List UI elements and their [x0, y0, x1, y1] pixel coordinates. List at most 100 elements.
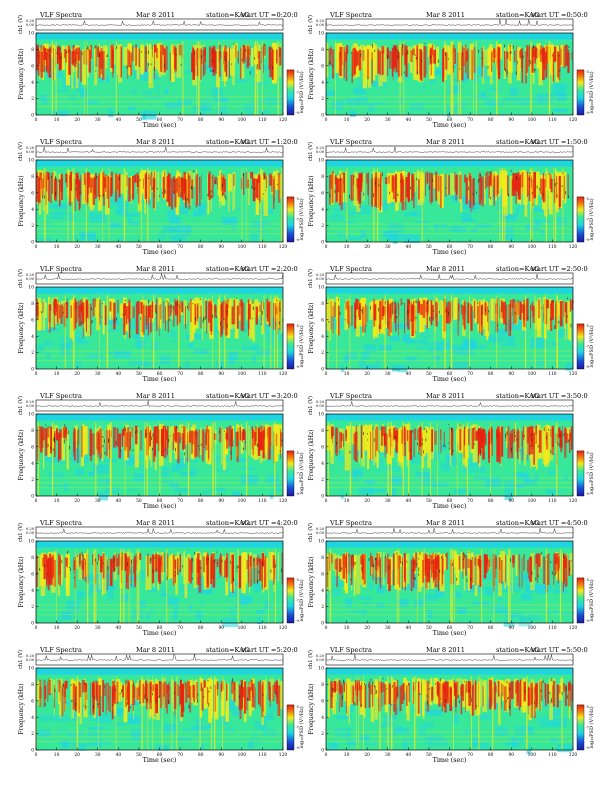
mid-power-streak	[270, 174, 275, 194]
x-tick-label: 40	[116, 499, 122, 504]
low-power-patch	[171, 464, 181, 473]
low-power-patch	[426, 709, 443, 716]
high-power-streak	[334, 559, 338, 570]
low-power-patch	[190, 466, 198, 474]
speckle	[245, 49, 246, 52]
high-power-streak	[48, 680, 51, 695]
speckle	[168, 438, 170, 443]
y-tick-label: 4	[321, 462, 324, 467]
high-power-streak	[252, 178, 256, 202]
low-power-patch	[440, 443, 447, 451]
speckle	[570, 324, 572, 328]
speckle	[103, 562, 104, 564]
low-power-patch	[502, 331, 506, 341]
speckle	[550, 678, 552, 682]
speckle	[150, 63, 152, 66]
high-power-streak	[462, 46, 464, 58]
colorbar	[286, 704, 295, 751]
high-power-streak	[147, 426, 149, 450]
high-power-streak	[36, 44, 39, 71]
high-power-streak	[51, 555, 54, 578]
high-power-streak	[528, 44, 530, 67]
trace-frame	[325, 18, 574, 31]
speckle	[41, 173, 42, 176]
speckle	[453, 66, 455, 68]
speckle	[397, 193, 399, 197]
high-power-streak	[446, 552, 449, 570]
speckle	[471, 697, 472, 700]
high-power-streak	[187, 680, 190, 698]
high-power-streak	[515, 303, 517, 324]
speckle	[410, 186, 411, 190]
high-power-streak	[261, 300, 262, 323]
speckle	[397, 693, 399, 696]
mid-power-streak	[450, 173, 455, 196]
high-power-streak	[155, 304, 157, 313]
speckle	[528, 177, 530, 181]
high-power-streak	[154, 48, 155, 79]
speckle	[414, 54, 416, 56]
high-power-streak	[521, 304, 524, 314]
low-power-patch	[484, 477, 501, 487]
high-power-streak	[526, 427, 530, 444]
speckle	[531, 571, 533, 575]
mid-power-streak	[67, 553, 70, 584]
speckle	[114, 318, 116, 323]
high-power-streak	[230, 554, 234, 584]
low-power-patch	[195, 610, 202, 620]
mid-power-streak	[199, 427, 203, 456]
x-tick-label: 110	[258, 118, 267, 123]
high-power-streak	[550, 303, 553, 331]
low-power-patch	[210, 327, 219, 335]
speckle	[388, 565, 390, 570]
high-power-streak	[208, 301, 211, 323]
speckle	[69, 566, 70, 569]
low-power-patch	[224, 220, 236, 224]
high-power-streak	[268, 687, 271, 701]
colorbar-label: log₁₀PSD (V²/Hz)	[588, 452, 595, 494]
low-power-patch	[559, 700, 567, 704]
high-power-streak	[437, 558, 440, 591]
high-power-streak	[505, 554, 506, 583]
low-power-patch	[525, 226, 540, 231]
x-tick-label: 30	[385, 372, 391, 377]
panel-title: VLF Spectra	[39, 519, 82, 527]
low-power-patch	[40, 94, 48, 104]
x-tick-label: 120	[279, 753, 288, 758]
high-power-streak	[134, 686, 136, 705]
low-power-patch	[63, 740, 78, 748]
trace-tick: 0.00	[316, 277, 325, 281]
high-power-streak	[343, 172, 345, 193]
high-power-streak	[263, 172, 266, 180]
high-power-streak	[177, 432, 180, 464]
high-power-streak	[190, 298, 192, 323]
speckle	[562, 172, 564, 175]
low-power-patch	[533, 207, 545, 212]
high-frequency-band	[36, 414, 283, 421]
panel-start-time: start UT =4:50:0	[531, 519, 588, 527]
high-power-streak	[125, 679, 127, 708]
high-power-streak	[280, 429, 281, 459]
speckle	[398, 50, 399, 54]
low-power-patch	[83, 201, 87, 208]
high-power-streak	[527, 687, 530, 706]
high-power-streak	[184, 680, 186, 689]
low-power-patch	[129, 700, 142, 705]
speckle	[391, 685, 393, 688]
mid-power-streak	[221, 47, 226, 82]
low-power-patch	[510, 738, 524, 744]
high-power-streak	[280, 432, 283, 447]
high-power-streak	[353, 556, 354, 569]
speckle	[550, 449, 552, 454]
mid-power-streak	[503, 176, 509, 216]
low-power-patch	[157, 745, 169, 751]
speckle	[389, 191, 390, 195]
high-power-streak	[419, 426, 422, 447]
high-power-streak	[57, 300, 59, 326]
mid-power-streak	[65, 45, 70, 86]
low-power-patch	[472, 737, 479, 747]
speckle	[66, 51, 68, 54]
low-power-patch	[430, 69, 442, 75]
high-power-streak	[267, 680, 269, 700]
high-power-streak	[401, 429, 403, 444]
